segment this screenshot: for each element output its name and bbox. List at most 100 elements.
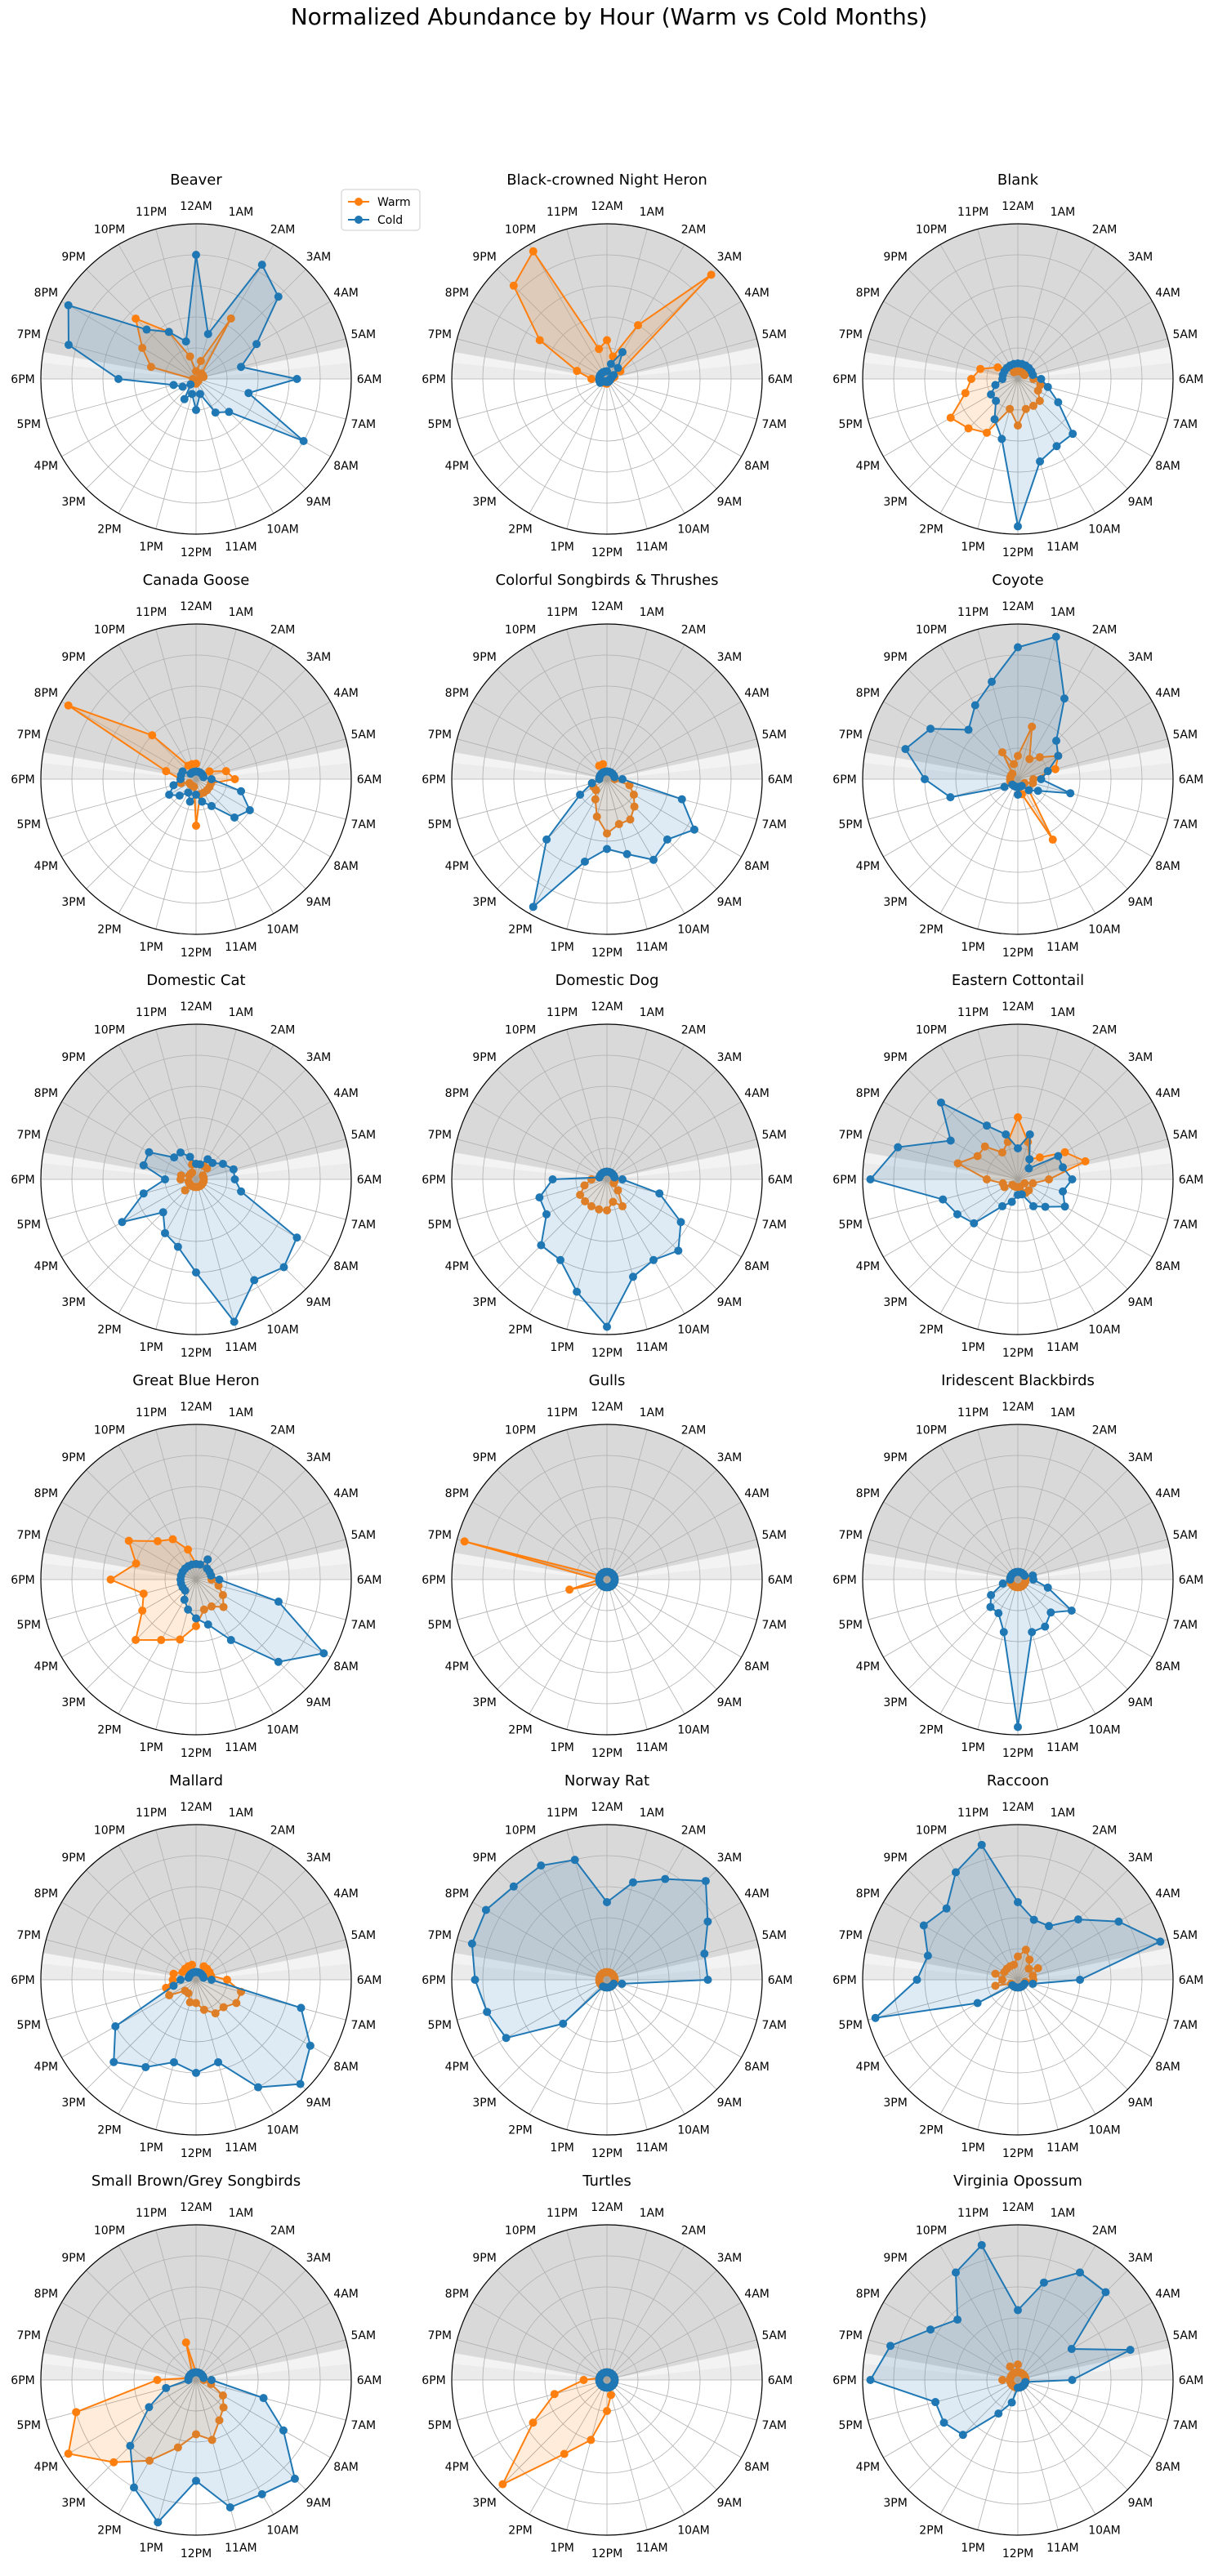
hour-tick-label: 4AM [333,687,359,700]
hour-tick-label: 8AM [1155,2061,1180,2074]
cold-series-point [987,390,996,399]
cold-series-point [190,1968,199,1977]
cold-series-point [1029,1575,1037,1584]
cold-series-point [1029,1201,1037,1210]
warm-series-point [1033,1963,1042,1972]
grid-spoke [1017,1939,1168,1981]
cold-series-point [610,773,619,782]
hour-tick-label: 11PM [136,1006,167,1019]
grid-spoke [195,2379,331,2458]
cold-series-fill [471,1860,708,2039]
warm-series-point [132,314,141,323]
cold-series-point [1043,382,1052,391]
hour-tick-label: 12AM [591,200,622,213]
hour-tick-label: 2PM [97,1724,121,1737]
hour-tick-label: 11AM [636,941,667,954]
cold-series-point [1007,1197,1016,1206]
cold-series-point [600,367,609,376]
cold-series-point [195,1160,204,1169]
hour-tick-label: 6AM [357,773,382,787]
warm-series-point [153,2376,162,2384]
warm-series-point [218,2391,227,2400]
hour-tick-label: 6PM [11,1574,34,1587]
hour-tick-label: 9PM [472,2252,496,2265]
hour-tick-label: 12AM [591,1001,622,1014]
grid-spoke [606,778,742,858]
hour-tick-label: 8PM [445,1487,469,1500]
cold-series-point [618,775,627,783]
warm-series-point [232,1999,241,2008]
cold-series-point [297,2003,306,2012]
warm-series-point [138,1607,147,1615]
hour-tick-label: 1AM [1051,1006,1076,1019]
warm-series-point [614,820,623,829]
grid-spoke [939,778,1019,914]
hour-tick-label: 9PM [61,2252,85,2265]
hour-tick-label: 12PM [591,1347,622,1360]
grid-spoke [606,244,685,380]
grid-spoke [908,778,1019,889]
warm-series-point [550,2390,559,2399]
hour-tick-label: 2AM [270,223,296,236]
cold-series-point [1014,791,1022,799]
hour-tick-label: 2PM [508,924,532,937]
hour-tick-label: 8AM [744,860,770,873]
grid-spoke [86,669,197,780]
hour-tick-label: 4AM [1155,1087,1180,1100]
radar-panel: 12AM 1AM 2AM 3AM 4AM 5AM 6AM 7AM 8AM 9AM 10AM 11AM 1… [422,172,792,559]
hour-tick-label: 3AM [1128,2252,1153,2265]
cold-series-fill [169,771,250,818]
hour-tick-label: 7PM [17,1529,41,1542]
grid-spoke [86,2270,197,2381]
cold-series-point [169,1981,178,1990]
grid-spoke [606,1579,648,1730]
hour-tick-label: 7PM [839,729,863,742]
hour-tick-label: 12AM [591,600,622,613]
cold-series-point [1052,736,1061,745]
hour-tick-label: 8PM [34,2288,58,2301]
hour-tick-label: 6PM [11,773,34,787]
warm-series-point [599,760,608,769]
cold-series-point [1041,1622,1050,1631]
warm-series-point [64,2449,73,2458]
cold-series-point [1066,789,1075,798]
hour-tick-label: 7AM [1172,1619,1198,1632]
grid-spoke [195,1179,237,1330]
hour-tick-label: 10AM [677,524,709,537]
polar-frame [451,1023,763,1335]
grid-spoke [939,1045,1019,1180]
warm-series-point [218,1591,227,1599]
hour-tick-label: 5PM [428,818,452,831]
grid-spoke [977,1829,1019,1981]
cold-series-point [141,2062,150,2071]
grid-spoke [195,378,306,489]
hour-tick-label: 8AM [1155,1660,1180,1674]
warm-series-fill [502,2372,615,2485]
cold-series-point [556,1255,564,1264]
cold-series-point [936,1098,945,1107]
panel-title: Small Brown/Grey Songbirds [91,2173,301,2190]
hour-tick-label: 6AM [768,1974,793,1987]
grid-spoke [472,1179,608,1258]
hour-tick-label: 6AM [357,373,382,386]
grid-spoke [1017,1579,1096,1714]
grid-spoke [457,338,608,380]
hour-tick-label: 3PM [61,2097,85,2110]
grid-spoke [457,738,608,780]
hour-tick-label: 11AM [1046,1341,1078,1354]
warm-series-point [109,2458,118,2467]
cold-series-point [218,1160,227,1168]
cold-series-fill [905,636,1071,798]
grid-spoke [46,1179,197,1220]
hour-tick-label: 7PM [17,1929,41,1942]
grid-spoke [497,2270,608,2381]
grid-spoke [1017,1979,1128,2090]
hour-tick-label: 10AM [677,1724,709,1737]
cold-series-point [994,2409,1003,2418]
grid-spoke [195,2379,306,2490]
cold-series-point [176,1148,185,1157]
grid-spoke [1017,629,1059,780]
warm-series-point [946,413,955,422]
warm-series-point [223,1976,231,1984]
